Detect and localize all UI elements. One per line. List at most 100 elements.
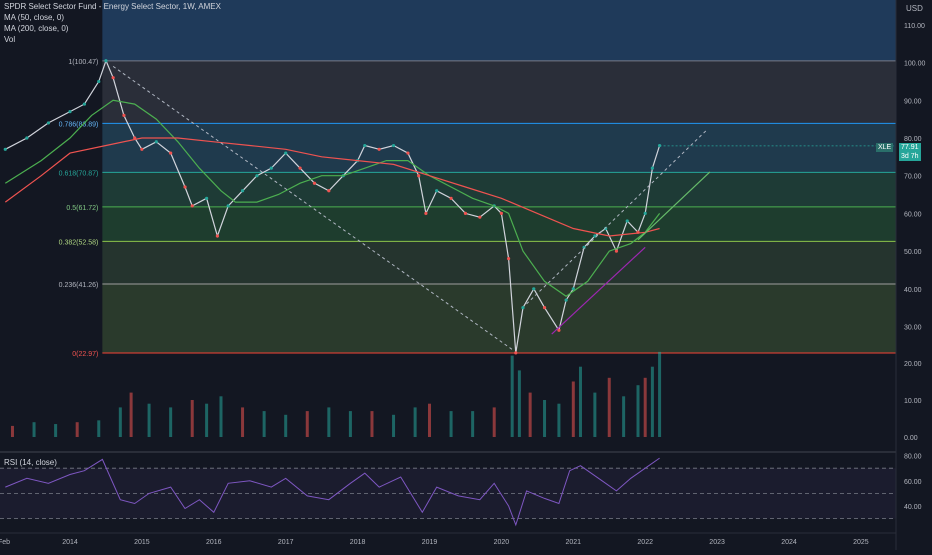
price-point	[625, 219, 629, 223]
price-point	[169, 151, 173, 155]
price-point	[104, 59, 108, 63]
volume-bar	[97, 420, 101, 437]
price-tick-label: 100.00	[904, 61, 926, 68]
price-point	[449, 196, 453, 200]
volume-bar	[636, 385, 640, 437]
volume-bar	[348, 411, 352, 437]
volume-bar	[370, 411, 374, 437]
support-trendline	[551, 246, 646, 335]
price-point	[97, 79, 101, 84]
volume-bar	[650, 366, 654, 437]
price-point	[614, 249, 619, 253]
rsi-tick-label: 40.00	[904, 504, 922, 511]
volume-legend[interactable]: Vol	[4, 35, 16, 44]
rsi-line	[5, 457, 660, 527]
price-point	[240, 189, 245, 193]
price-point	[68, 110, 72, 114]
volume-bar	[557, 403, 561, 437]
price-point	[255, 174, 259, 178]
price-tick-label: 70.00	[904, 174, 922, 181]
fib-zone	[102, 172, 897, 207]
price-point	[557, 328, 561, 332]
rsi-legend[interactable]: RSI (14, close)	[4, 458, 57, 467]
ma50-line	[4, 99, 661, 298]
fib-level-label: 0.5(61.72)	[66, 205, 98, 212]
ma200-legend[interactable]: MA (200, close, 0)	[4, 24, 69, 33]
volume-bar	[510, 355, 514, 437]
rsi-layer	[0, 457, 896, 527]
volume-bar	[593, 392, 597, 437]
volume-bar	[528, 392, 532, 437]
volume-bar	[147, 403, 151, 437]
price-point	[298, 166, 302, 170]
volume-bar	[607, 377, 611, 437]
volume-bar	[643, 377, 647, 437]
time-tick-label: 2018	[350, 539, 366, 546]
price-point	[82, 102, 86, 106]
price-tick-label: 60.00	[904, 211, 922, 218]
volume-bar	[543, 400, 547, 437]
currency-label: USD	[906, 4, 923, 13]
volume-bar	[658, 351, 662, 437]
price-point	[564, 298, 568, 302]
volume-bar	[129, 392, 133, 437]
price-tick-label: 40.00	[904, 287, 922, 294]
price-point	[284, 151, 288, 155]
price-point	[571, 287, 575, 291]
ma50-legend[interactable]: MA (50, close, 0)	[4, 13, 65, 22]
volume-bar	[492, 407, 496, 437]
price-point	[514, 351, 518, 355]
volume-bar	[578, 366, 582, 437]
volume-bar	[571, 381, 575, 437]
volume-bar	[241, 407, 245, 437]
price-point	[521, 306, 525, 310]
volume-tick-label: 0.00	[904, 435, 918, 442]
volume-bars	[10, 351, 662, 437]
volume-bar	[54, 424, 58, 437]
price-point	[312, 181, 317, 185]
rsi-tick-label: 80.00	[904, 454, 922, 461]
time-tick-label: 2015	[134, 539, 150, 546]
price-point	[391, 143, 396, 148]
price-tick-label: 80.00	[904, 136, 922, 143]
volume-bar	[219, 396, 223, 437]
time-tick-label: 2021	[566, 539, 582, 546]
time-tick-label: 2016	[206, 539, 222, 546]
volume-bar	[449, 411, 453, 437]
fib-zone	[102, 206, 897, 242]
time-tick-label: 2014	[62, 539, 78, 546]
volume-bar	[10, 425, 14, 437]
volume-bar	[205, 403, 209, 437]
price-point	[215, 234, 219, 238]
volume-bar	[118, 407, 122, 437]
volume-bar	[262, 411, 266, 437]
fib-level-label: 0(22.97)	[72, 351, 98, 358]
price-point	[3, 147, 7, 151]
price-point	[205, 196, 209, 200]
volume-bar	[428, 403, 431, 437]
fib-level-label: 0.786(83.89)	[59, 121, 99, 128]
price-layer	[3, 59, 896, 355]
fib-level-label: 0.382(52.58)	[59, 239, 99, 246]
ma200-line	[4, 137, 660, 237]
price-point	[140, 147, 144, 151]
volume-bar	[75, 422, 79, 437]
price-point	[111, 76, 115, 80]
price-point	[46, 121, 51, 125]
fib-zone	[102, 284, 897, 354]
price-point	[499, 211, 503, 215]
price-point	[417, 174, 421, 178]
volume-bar	[284, 414, 288, 437]
volume-bar	[305, 411, 309, 437]
fib-level-label: 0.236(41.26)	[59, 282, 99, 289]
last-price-badge: 77.91	[899, 143, 921, 152]
price-point	[363, 143, 367, 148]
price-point	[122, 113, 126, 117]
price-point	[377, 147, 381, 151]
price-axis-panel	[896, 0, 932, 550]
price-point	[226, 204, 230, 208]
price-point	[406, 151, 410, 155]
time-tick-label: 2017	[278, 539, 294, 546]
